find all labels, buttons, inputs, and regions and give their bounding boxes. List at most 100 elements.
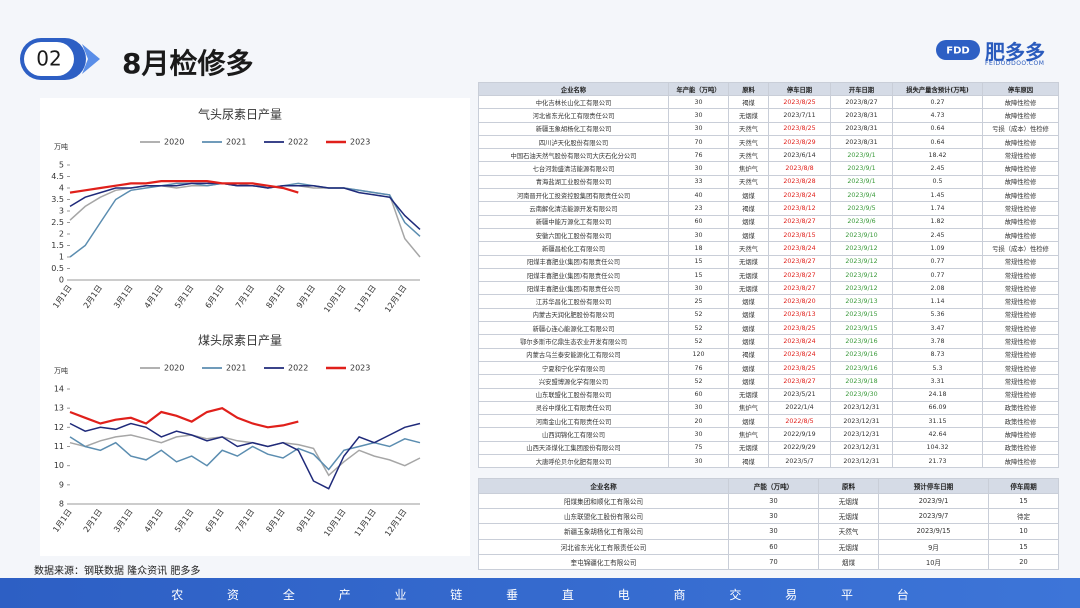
table-cell: 31.15 bbox=[892, 414, 983, 429]
table-cell: 常规性检修 bbox=[982, 387, 1059, 402]
footer-bar: 农 资 全 产 业 链 垂 直 电 商 交 易 平 台 bbox=[0, 578, 1080, 608]
footer-text: 农 资 全 产 业 链 垂 直 电 商 交 易 平 台 bbox=[171, 588, 909, 602]
table-cell: 2023/7/11 bbox=[768, 108, 831, 123]
table-row: 中化吉林长山化工有限公司 30 褐煤 2023/8/25 2023/8/27 0.27 故障… bbox=[478, 94, 1059, 110]
table-cell: 无烟煤 bbox=[818, 538, 879, 555]
table-cell: 大唐呼伦贝尔化肥有限公司 bbox=[478, 454, 669, 469]
table-cell: 30 bbox=[668, 161, 729, 176]
table-row: 内蒙古天润化肥股份有限公司 52 烟煤 2023/8/13 2023/9/15 5.36 常… bbox=[478, 307, 1059, 323]
source: 数据来源：钢联数据 隆众资讯 肥多多 bbox=[34, 566, 201, 577]
legend-label: 2021 bbox=[226, 138, 246, 147]
table-row: 河南晋开化工投资控股集团有限责任公司 40 烟煤 2023/8/24 2023/9/4 1… bbox=[478, 188, 1059, 203]
table-cell: 30 bbox=[668, 400, 729, 416]
table-cell: 河南晋开化工投资控股集团有限责任公司 bbox=[478, 188, 669, 203]
slide-title: 8月检修多 bbox=[122, 47, 254, 80]
series-line bbox=[69, 182, 421, 230]
table-cell: 24.18 bbox=[892, 387, 983, 402]
table-cell: 烟煤 bbox=[728, 188, 769, 203]
legend-label: 2023 bbox=[350, 138, 370, 147]
table-row: 河南金山化工有限责任公司 20 烟煤 2022/8/5 2023/12/31 31.15 政… bbox=[478, 414, 1059, 429]
table-cell: 故障性检修 bbox=[982, 214, 1059, 229]
table-cell: 2023/8/25 bbox=[768, 360, 831, 376]
table-cell: 2023/8/31 bbox=[830, 134, 893, 150]
x-tick-label: 2月1日 bbox=[82, 283, 104, 310]
table-cell: 20 bbox=[668, 414, 729, 429]
table-cell: 故障性检修 bbox=[982, 108, 1059, 123]
table-cell: 云南解化清洁能源开发有限公司 bbox=[478, 201, 669, 216]
table-row: 山东联盟化工股份有限公司 30 无烟煤 2023/9/7 待定 bbox=[478, 508, 1059, 525]
table-cell: 2022/8/5 bbox=[768, 414, 831, 429]
table-cell: 2023/12/31 bbox=[830, 454, 893, 469]
table-cell: 1.14 bbox=[892, 294, 983, 309]
table-row: 河北省东光化工有限责任公司 30 无烟煤 2023/7/11 2023/8/31 4.73… bbox=[478, 108, 1059, 123]
column-header: 停车日期 bbox=[768, 82, 831, 96]
table-cell: 七台河勃盛清洁能源有限公司 bbox=[478, 161, 669, 176]
table-cell: 亏损（成本）性检修 bbox=[982, 121, 1059, 136]
table-cell: 焦炉气 bbox=[728, 427, 769, 442]
table-cell: 山西润锦化工有限公司 bbox=[478, 427, 669, 442]
table-cell: 阳煤丰喜肥业(集团)有限责任公司 bbox=[478, 281, 669, 296]
y-tick-label: 2.5 bbox=[51, 218, 64, 227]
table-cell: 2023/9/12 bbox=[830, 254, 893, 269]
table-cell: 5.3 bbox=[892, 360, 983, 376]
legend-label: 2020 bbox=[164, 138, 184, 147]
table-cell: 常规性检修 bbox=[982, 294, 1059, 309]
charts: 气头尿素日产量 2020 2021 2022 2023 万吨 0 0.5 1 1.5 2 2.5 3 3.… bbox=[51, 107, 421, 538]
table-cell: 政策性检修 bbox=[982, 440, 1059, 456]
table-cell: 10 bbox=[988, 523, 1059, 540]
table-cell: 鄂尔多斯市亿鼎生态农业开发有限公司 bbox=[478, 334, 669, 349]
table-cell: 无烟煤 bbox=[728, 267, 769, 283]
maintenance-table: 企业名称 年产能（万吨） 原料 停车日期 开车日期 损失产量含预计(万吨) 停车原因 中化吉林… bbox=[478, 82, 1059, 469]
table-cell: 新疆心连心能源化工有限公司 bbox=[478, 321, 669, 336]
chevron bbox=[82, 44, 100, 74]
table-cell: 2023/9/12 bbox=[830, 267, 893, 283]
table-cell: 2023/5/21 bbox=[768, 387, 831, 402]
table-cell: 2023/9/12 bbox=[830, 241, 893, 256]
table-cell: 0.64 bbox=[892, 121, 983, 136]
table-cell: 2023/8/25 bbox=[768, 121, 831, 136]
x-tick-label: 5月1日 bbox=[173, 507, 195, 534]
table-cell: 常规性检修 bbox=[982, 267, 1059, 283]
table-cell: 66.09 bbox=[892, 400, 983, 416]
table-cell: 15 bbox=[988, 492, 1059, 510]
table-cell: 故障性检修 bbox=[982, 227, 1059, 243]
table-cell: 河北省东光化工有限责任公司 bbox=[478, 538, 729, 555]
table-cell: 2023/9/15 bbox=[830, 321, 893, 336]
table-row: 青海盐湖工业股份有限公司 33 天然气 2023/8/28 2023/9/1 0.5 故障性… bbox=[478, 174, 1059, 190]
header-row: 企业名称 产能（万吨） 原料 预计停车日期 停车周期 bbox=[478, 478, 1059, 494]
table-cell: 21.73 bbox=[892, 454, 983, 469]
y-tick-label: 4.5 bbox=[51, 172, 64, 181]
table-cell: 2023/9/13 bbox=[830, 294, 893, 309]
table-cell: 2.45 bbox=[892, 227, 983, 243]
table-cell: 5.36 bbox=[892, 307, 983, 323]
column-header: 年产能（万吨） bbox=[668, 82, 729, 96]
table-cell: 2023/8/27 bbox=[768, 214, 831, 229]
table-row: 河北省东光化工有限责任公司 60 无烟煤 9月 15 bbox=[478, 538, 1059, 555]
table-cell: 2023/9/1 bbox=[878, 492, 989, 510]
table-cell: 烟煤 bbox=[728, 294, 769, 309]
table-cell: 2023/9/16 bbox=[830, 334, 893, 349]
table-cell: 天然气 bbox=[728, 174, 769, 190]
table-row: 阳煤丰喜肥业(集团)有限责任公司 15 无烟煤 2023/8/27 2023/9/12 0… bbox=[478, 254, 1059, 269]
table-cell: 30 bbox=[668, 281, 729, 296]
table-cell: 30 bbox=[668, 227, 729, 243]
table-cell: 奎屯锦疆化工有限公司 bbox=[478, 553, 729, 570]
table-cell: 2023/6/14 bbox=[768, 148, 831, 163]
x-tick-label: 3月1日 bbox=[112, 507, 134, 534]
table-cell: 1.09 bbox=[892, 241, 983, 256]
table-cell: 内蒙古天润化肥股份有限公司 bbox=[478, 307, 669, 323]
table-cell: 新疆玉象胡杨化工有限公司 bbox=[478, 121, 669, 136]
table-cell: 2022/9/29 bbox=[768, 440, 831, 456]
y-tick-label: 9 bbox=[59, 480, 64, 489]
table-row: 山东联盟化工股份有限公司 60 无烟煤 2023/5/21 2023/9/30 24.18… bbox=[478, 387, 1059, 402]
table-cell: 2023/8/27 bbox=[768, 267, 831, 283]
y-axis-label: 万吨 bbox=[54, 366, 68, 375]
table-cell: 2023/9/12 bbox=[830, 281, 893, 296]
table-cell: 2023/8/29 bbox=[768, 134, 831, 150]
table-cell: 天然气 bbox=[728, 134, 769, 150]
table-cell: 2023/12/31 bbox=[830, 427, 893, 442]
table-cell: 40 bbox=[668, 188, 729, 203]
column-header: 原料 bbox=[728, 82, 769, 96]
table-row: 鄂尔多斯市亿鼎生态农业开发有限公司 52 烟煤 2023/8/24 2023/9/16 3… bbox=[478, 334, 1059, 349]
table-cell: 2023/8/24 bbox=[768, 188, 831, 203]
